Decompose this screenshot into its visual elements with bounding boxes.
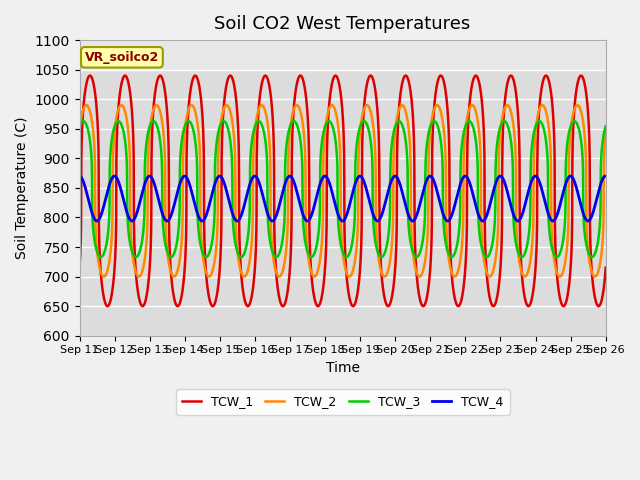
TCW_1 — [300, 81, 308, 87]
TCW_1 — [76, 265, 83, 271]
Legend: TCW_1, TCW_2, TCW_3, TCW_4: TCW_1, TCW_2, TCW_3, TCW_4 — [175, 389, 509, 415]
TCW_3 — [278, 242, 285, 248]
TCW_2 — [535, 108, 543, 114]
Line: TCW_3: TCW_3 — [79, 121, 605, 257]
TCW_3 — [273, 254, 280, 260]
Text: VR_soilco2: VR_soilco2 — [84, 51, 159, 64]
TCW_4 — [128, 218, 136, 224]
TCW_1 — [367, 72, 374, 78]
TCW_2 — [167, 269, 175, 275]
TCW_1 — [535, 109, 543, 115]
TCW_3 — [167, 254, 175, 260]
Line: TCW_4: TCW_4 — [79, 176, 605, 221]
TCW_3 — [255, 118, 262, 124]
TCW_1 — [167, 267, 175, 273]
TCW_4 — [167, 213, 175, 218]
TCW_3 — [592, 249, 600, 254]
TCW_4 — [76, 173, 83, 179]
TCW_4 — [278, 193, 285, 199]
TCW_1 — [278, 301, 285, 307]
TCW_3 — [76, 123, 83, 129]
TCW_2 — [592, 274, 600, 279]
Title: Soil CO2 West Temperatures: Soil CO2 West Temperatures — [214, 15, 471, 33]
TCW_4 — [136, 199, 144, 205]
TCW_4 — [602, 173, 609, 179]
TCW_3 — [535, 118, 543, 124]
TCW_4 — [592, 200, 600, 206]
TCW_4 — [301, 215, 308, 221]
TCW_1 — [592, 298, 600, 304]
TCW_1 — [349, 303, 357, 309]
Y-axis label: Soil Temperature (C): Soil Temperature (C) — [15, 117, 29, 259]
TCW_3 — [301, 234, 308, 240]
Line: TCW_2: TCW_2 — [79, 105, 605, 276]
X-axis label: Time: Time — [326, 361, 360, 375]
TCW_2 — [76, 128, 83, 134]
Line: TCW_1: TCW_1 — [79, 75, 605, 306]
Bar — [79, 40, 605, 70]
TCW_4 — [535, 178, 543, 183]
TCW_4 — [111, 173, 118, 179]
TCW_2 — [521, 274, 529, 279]
TCW_3 — [602, 123, 609, 129]
TCW_2 — [602, 128, 609, 134]
TCW_1 — [136, 297, 143, 303]
TCW_2 — [278, 272, 285, 277]
TCW_3 — [136, 249, 143, 255]
TCW_1 — [602, 265, 609, 271]
TCW_2 — [538, 102, 546, 108]
TCW_2 — [300, 133, 308, 139]
TCW_2 — [136, 274, 143, 279]
